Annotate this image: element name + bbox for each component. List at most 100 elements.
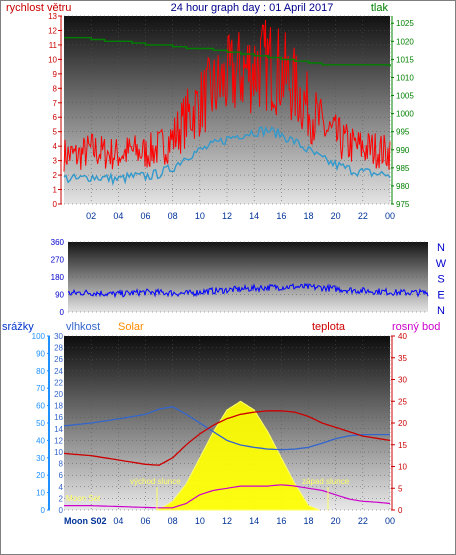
pressure-y-tick-label: 1025 bbox=[396, 19, 414, 28]
wind-y-tick-label: 2 bbox=[53, 171, 58, 180]
pressure-axis-title: tlak bbox=[371, 2, 389, 14]
direction-y-tick-label: 270 bbox=[51, 256, 65, 265]
direction-y-tick-label: 90 bbox=[55, 291, 64, 300]
weather-x-tick-label: 14 bbox=[249, 516, 259, 526]
pressure-y-tick-label: 1005 bbox=[396, 92, 414, 101]
wind-y-tick-label: 13 bbox=[48, 12, 57, 21]
wind-y-tick-label: 6 bbox=[53, 113, 58, 122]
humidity-y-tick-label: 24 bbox=[54, 367, 63, 376]
sunset-label: západ slunce bbox=[302, 477, 350, 486]
direction-series bbox=[67, 282, 429, 299]
weather-x-tick-label: 18 bbox=[303, 516, 313, 526]
weather-x-tick-label: 22 bbox=[358, 516, 368, 526]
humidity-y-tick-label: 22 bbox=[54, 378, 63, 387]
rain-y-tick-label: 70 bbox=[36, 384, 45, 393]
weather-x-tick-label: 06 bbox=[140, 516, 150, 526]
solar-series bbox=[156, 400, 320, 511]
temperature-y-tick-label: 25 bbox=[398, 397, 407, 406]
wind-y-tick-label: 4 bbox=[53, 142, 58, 151]
direction-compass-label: N bbox=[437, 305, 445, 317]
sunrise-label: východ slunce bbox=[130, 477, 181, 486]
dewpoint-axis-title: rosný bod bbox=[392, 321, 440, 333]
humidity-y-tick-label: 30 bbox=[54, 332, 63, 341]
temperature-series bbox=[63, 410, 391, 466]
direction-compass-label: N bbox=[437, 242, 445, 254]
temperature-y-tick-label: 10 bbox=[398, 463, 407, 472]
wind-x-tick-label: 10 bbox=[195, 211, 205, 221]
rain-y-tick-label: 80 bbox=[36, 367, 45, 376]
rain-axis-title: srážky bbox=[2, 321, 34, 333]
pressure-y-tick-label: 1020 bbox=[396, 37, 414, 46]
wind-x-tick-label: 04 bbox=[113, 211, 123, 221]
weather-x-tick-label: 16 bbox=[276, 516, 286, 526]
wind-y-tick-label: 11 bbox=[49, 41, 58, 50]
temperature-axis-title: teplota bbox=[312, 321, 346, 333]
humidity-axis-title: vlhkost bbox=[66, 321, 100, 333]
rain-y-tick-label: 40 bbox=[36, 436, 45, 445]
wind-y-tick-label: 1 bbox=[53, 186, 58, 195]
humidity-series bbox=[63, 406, 390, 451]
temperature-y-tick-label: 0 bbox=[398, 506, 403, 515]
pressure-y-tick-label: 1010 bbox=[396, 73, 414, 82]
rain-y-tick-label: 10 bbox=[36, 489, 45, 498]
humidity-y-tick-label: 4 bbox=[59, 483, 64, 492]
weather-x-tick-label: 20 bbox=[331, 516, 341, 526]
rain-y-tick-label: 30 bbox=[36, 454, 45, 463]
wind-axis-title: rychlost větru bbox=[6, 2, 71, 14]
wind-x-tick-label: 20 bbox=[331, 211, 341, 221]
solar-axis-title: Solar bbox=[118, 321, 144, 333]
wind-y-tick-label: 5 bbox=[53, 128, 58, 137]
pressure-y-tick-label: 1015 bbox=[396, 55, 414, 64]
direction-y-tick-label: 0 bbox=[60, 308, 65, 317]
wind-x-tick-label: 18 bbox=[303, 211, 313, 221]
temperature-y-tick-label: 30 bbox=[398, 376, 407, 385]
rain-y-tick-label: 50 bbox=[36, 419, 45, 428]
wind-x-tick-label: 00 bbox=[385, 211, 395, 221]
direction-y-tick-label: 180 bbox=[51, 273, 65, 282]
humidity-y-tick-label: 16 bbox=[54, 413, 63, 422]
humidity-y-tick-label: 26 bbox=[54, 355, 63, 364]
direction-compass-label: E bbox=[437, 289, 444, 301]
wind-x-tick-label: 14 bbox=[249, 211, 259, 221]
humidity-y-tick-label: 6 bbox=[59, 471, 64, 480]
dewpoint-series bbox=[64, 484, 391, 509]
rain-y-tick-label: 90 bbox=[36, 349, 45, 358]
direction-y-tick-label: 360 bbox=[51, 238, 65, 247]
pressure-y-tick-label: 995 bbox=[396, 128, 410, 137]
pressure-y-tick-label: 975 bbox=[396, 200, 410, 209]
wind-y-tick-label: 10 bbox=[48, 55, 57, 64]
humidity-y-tick-label: 2 bbox=[59, 494, 64, 503]
humidity-y-tick-label: 14 bbox=[54, 425, 63, 434]
moon-label: Moon S02 bbox=[64, 516, 107, 526]
humidity-y-tick-label: 8 bbox=[59, 460, 64, 469]
wind-x-tick-label: 06 bbox=[140, 211, 150, 221]
wind-y-tick-label: 3 bbox=[53, 157, 58, 166]
temperature-y-tick-label: 20 bbox=[398, 419, 407, 428]
weather-x-tick-label: 08 bbox=[168, 516, 178, 526]
wind-x-tick-label: 12 bbox=[222, 211, 232, 221]
wind-y-tick-label: 7 bbox=[53, 99, 58, 108]
humidity-y-tick-label: 18 bbox=[54, 402, 63, 411]
pressure-series bbox=[64, 37, 391, 67]
humidity-y-tick-label: 12 bbox=[54, 436, 63, 445]
weather-x-tick-label: 12 bbox=[222, 516, 232, 526]
wind-x-tick-label: 08 bbox=[168, 211, 178, 221]
rain-y-tick-label: 0 bbox=[41, 506, 46, 515]
direction-compass-label: S bbox=[437, 274, 444, 286]
temperature-y-tick-label: 5 bbox=[398, 484, 403, 493]
temperature-y-tick-label: 35 bbox=[398, 354, 407, 363]
weather-x-tick-label: 10 bbox=[195, 516, 205, 526]
direction-compass-label: W bbox=[436, 258, 447, 270]
wind-average-series bbox=[63, 125, 391, 187]
weather-x-tick-label: 04 bbox=[113, 516, 123, 526]
wind-x-tick-label: 16 bbox=[276, 211, 286, 221]
humidity-y-tick-label: 20 bbox=[54, 390, 63, 399]
wind-y-tick-label: 9 bbox=[53, 70, 58, 79]
wind-y-tick-label: 8 bbox=[53, 84, 58, 93]
temperature-y-tick-label: 15 bbox=[398, 441, 407, 450]
wind-y-tick-label: 0 bbox=[53, 200, 58, 209]
humidity-y-tick-label: 10 bbox=[54, 448, 63, 457]
wind-gust-series bbox=[63, 19, 391, 172]
pressure-y-tick-label: 980 bbox=[396, 182, 410, 191]
